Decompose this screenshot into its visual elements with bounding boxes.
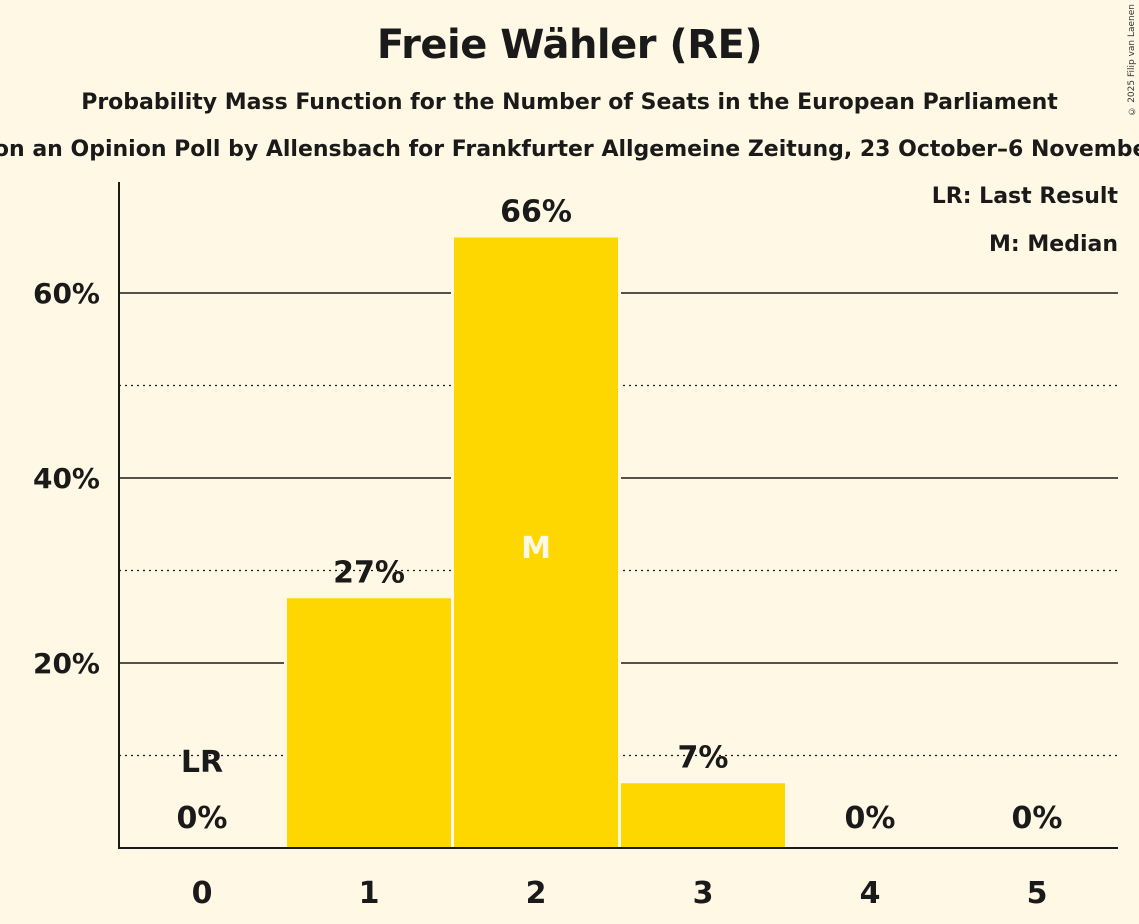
median-marker: M [521, 531, 551, 566]
value-label: 66% [500, 195, 572, 230]
bar-seat-3 [621, 783, 785, 848]
bar-seat-1 [287, 598, 451, 848]
value-label: 0% [177, 801, 228, 836]
chart-subtitle: Probability Mass Function for the Number… [81, 90, 1058, 115]
value-label: 27% [333, 555, 405, 590]
x-tick-label: 0 [192, 876, 213, 911]
chart-title: Freie Wähler (RE) [376, 22, 763, 68]
y-tick-label: 40% [33, 462, 100, 495]
chart-source-line: Based on an Opinion Poll by Allensbach f… [0, 137, 1139, 162]
x-tick-label: 2 [526, 876, 547, 911]
bar-seat-2 [454, 237, 618, 848]
x-tick-label: 4 [860, 876, 881, 911]
x-tick-label: 5 [1027, 876, 1048, 911]
x-tick-label: 1 [359, 876, 380, 911]
legend-median: M: Median [989, 232, 1118, 257]
legend-last-result: LR: Last Result [931, 184, 1118, 209]
x-tick-label: 3 [693, 876, 714, 911]
value-label: 0% [1012, 801, 1063, 836]
y-tick-label: 60% [33, 277, 100, 310]
last-result-marker: LR [181, 745, 223, 780]
value-label: 7% [678, 740, 729, 775]
value-label: 0% [845, 801, 896, 836]
y-tick-label: 20% [33, 647, 100, 680]
